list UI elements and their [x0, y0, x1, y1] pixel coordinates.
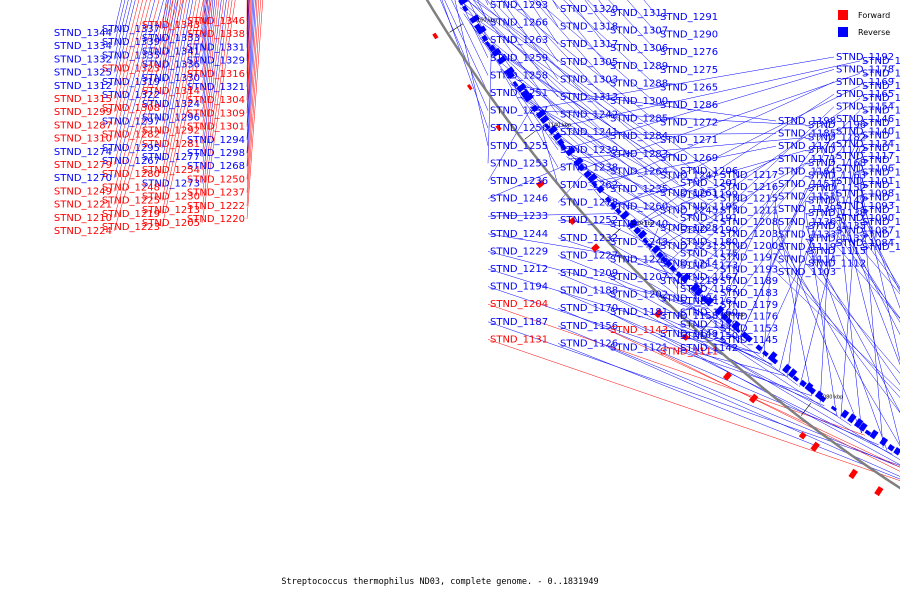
legend-item-forward: Forward: [838, 8, 900, 22]
gene-label: STND_1233: [490, 211, 548, 222]
gene-label: STND_1253: [490, 158, 548, 169]
forward-gene: [851, 470, 856, 477]
reverse-gene: [490, 47, 495, 50]
reverse-gene: [559, 141, 563, 144]
reverse-gene: [833, 407, 835, 409]
feature-track: [208, 0, 900, 600]
gene-label: STND_1229: [490, 246, 548, 257]
leader-line: [275, 0, 488, 23]
gene-label: STND_1259: [490, 53, 548, 64]
reverse-gene: [483, 37, 487, 39]
gene-label: STND_1224: [54, 226, 112, 237]
gene-label: STND_1276: [660, 47, 718, 58]
forward-gene: [751, 395, 756, 401]
reverse-gene: [758, 346, 761, 350]
leader-line: [488, 339, 900, 507]
forward-gene: [877, 488, 882, 495]
forward-gene: [813, 443, 818, 450]
map-caption: Streptococcus thermophilus ND03, complet…: [0, 577, 880, 587]
gene-label: STND_1271: [660, 135, 718, 146]
leader-line: [268, 0, 608, 13]
genome-backbone: [223, 0, 900, 600]
gene-label: STND_1131: [490, 334, 548, 345]
leader-line: [247, 0, 286, 206]
feature-labels: STND_1346STND_1343STND_1337STND_1344 STND…: [54, 0, 900, 357]
gene-label: STND_1212: [490, 264, 548, 275]
gene-label: STND_1083: [862, 242, 900, 253]
gene-label: STND_1244: [490, 229, 548, 240]
reverse-gene: [890, 446, 893, 450]
leader-line: [293, 0, 488, 40]
reverse-gene: [773, 359, 776, 362]
gene-label: STND_1187: [490, 317, 548, 328]
reverse-gene: [843, 411, 847, 417]
gene-label: STND_1204: [490, 299, 548, 310]
reverse-gene: [622, 212, 628, 218]
gene-label: STND_1272: [660, 118, 718, 129]
forward-gene: [725, 373, 730, 379]
gene-label: STND_1291: [660, 12, 718, 23]
gene-label: STND_1263: [490, 35, 548, 46]
reverse-gene: [811, 389, 814, 393]
gene-label: STND_1251: [490, 88, 548, 99]
forward-gene: [434, 35, 437, 37]
reverse-gene: [882, 438, 886, 444]
gene-label: STND_1258: [490, 70, 548, 81]
gene-label: STND_1236: [490, 176, 548, 187]
reverse-gene: [514, 83, 517, 85]
forward-gene: [801, 433, 804, 438]
gene-label: STND_1266: [490, 18, 548, 29]
gene-label: STND_1103: [778, 267, 836, 278]
gene-label: STND_1194: [490, 282, 548, 293]
gene-label: STND_1275: [660, 65, 718, 76]
forward-swatch: [838, 10, 848, 20]
backbone-arc: [223, 0, 900, 600]
leader-line: [658, 334, 900, 499]
reverse-gene: [802, 382, 805, 386]
gene-label: STND_1265: [660, 82, 718, 93]
gene-label: STND_1286: [660, 100, 718, 111]
legend: Forward Reverse: [838, 8, 900, 42]
reverse-gene: [896, 449, 900, 454]
legend-forward-label: Forward: [858, 11, 890, 20]
gene-label: STND_1255: [490, 141, 548, 152]
tick-label: 1080 kbp: [820, 395, 844, 401]
gene-label: STND_1290: [660, 30, 718, 41]
gene-label: STND_1246: [490, 194, 548, 205]
reverse-gene: [872, 431, 877, 438]
reverse-gene: [861, 424, 865, 430]
reverse-gene: [764, 352, 767, 355]
gene-label: STND_1269: [660, 153, 718, 164]
reverse-gene: [849, 415, 854, 422]
reverse-gene: [795, 377, 797, 380]
reverse-gene: [478, 28, 485, 33]
legend-item-reverse: Reverse: [838, 25, 900, 39]
gene-label: STND_1142: [680, 343, 738, 354]
reverse-gene: [867, 431, 869, 434]
reverse-gene: [856, 420, 861, 427]
genome-map: 1260 kbp1240 kbp1220 kbp1200 kbp1180 kbp…: [0, 0, 900, 600]
legend-reverse-label: Reverse: [858, 28, 890, 37]
gene-label: STND_1293: [490, 0, 548, 11]
leader-line: [368, 0, 558, 97]
reverse-gene: [790, 370, 795, 376]
position-ticks: 1260 kbp1240 kbp1220 kbp1200 kbp1180 kbp…: [226, 0, 900, 600]
gene-label: STND_1257: [490, 106, 548, 117]
reverse-gene: [460, 0, 467, 3]
reverse-gene: [784, 366, 789, 372]
reverse-swatch: [838, 27, 848, 37]
gene-label: STND_1256: [490, 123, 548, 134]
reverse-gene: [464, 8, 467, 10]
reverse-gene: [487, 43, 490, 45]
leader-line: [658, 351, 900, 531]
reverse-gene: [541, 117, 547, 122]
leader-line: [261, 0, 488, 5]
forward-gene: [469, 86, 471, 88]
